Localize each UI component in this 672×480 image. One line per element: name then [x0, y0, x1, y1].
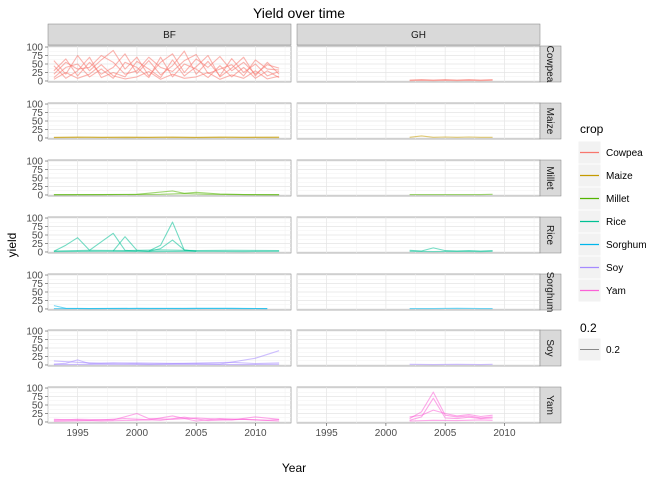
series-line-rice-bf-1 [112, 236, 149, 252]
facet-strip-label-bf: BF [163, 30, 176, 41]
series-line-maize-gh-0 [409, 135, 493, 138]
y-tick-label: 75 [32, 108, 44, 119]
y-tick-label: 50 [32, 287, 44, 298]
y-tick-label: 25 [32, 182, 44, 193]
facet-strip-sorghum [539, 273, 562, 311]
series-line-cowpea-bf-1 [53, 50, 280, 77]
y-tick-label: 0 [37, 76, 43, 87]
facet-strip-bf [47, 23, 292, 46]
series-line-millet-bf-1 [53, 193, 280, 196]
y-tick-label: 100 [26, 156, 43, 167]
y-tick-label: 0 [37, 247, 43, 258]
y-tick-label: 100 [26, 383, 43, 394]
x-tick-label: 2010 [244, 428, 267, 439]
legend-title: crop [580, 122, 604, 136]
facet-strip-maize [539, 102, 562, 140]
y-tick-label: 25 [32, 409, 44, 420]
legend-label-maize: Maize [606, 171, 633, 182]
x-tick-label: 1995 [316, 428, 339, 439]
series-line-rice-gh-0 [409, 247, 493, 252]
y-tick-label: 0 [37, 417, 43, 428]
facet-strip-label-yam: Yam [544, 395, 555, 415]
series-line-cowpea-bf-2 [53, 56, 280, 79]
y-tick-label: 50 [32, 343, 44, 354]
y-tick-label: 100 [26, 42, 43, 53]
y-tick-label: 0 [37, 304, 43, 315]
y-tick-label: 50 [32, 116, 44, 127]
facet-strip-cowpea [539, 45, 562, 83]
y-tick-label: 50 [32, 230, 44, 241]
facet-strip-label-rice: Rice [544, 225, 555, 245]
alpha-legend-label: 0.2 [606, 345, 620, 356]
legend-label-rice: Rice [606, 217, 626, 228]
y-tick-label: 25 [32, 296, 44, 307]
legend-label-sorghum: Sorghum [606, 240, 647, 251]
y-tick-label: 50 [32, 59, 44, 70]
y-tick-label: 75 [32, 279, 44, 290]
y-tick-label: 25 [32, 125, 44, 136]
y-tick-label: 75 [32, 335, 44, 346]
facet-strip-label-maize: Maize [544, 108, 555, 135]
facet-strip-gh [296, 23, 541, 46]
y-tick-label: 75 [32, 51, 44, 62]
x-axis-title: Year [282, 461, 306, 475]
x-tick-label: 2000 [126, 428, 149, 439]
series-line-cowpea-bf-5 [53, 53, 280, 77]
facet-strip-soy [539, 329, 562, 367]
series-line-cowpea-bf-4 [53, 64, 280, 80]
series-line-yam-bf-0 [53, 412, 280, 421]
y-tick-label: 75 [32, 165, 44, 176]
facet-strip-millet [539, 159, 562, 197]
x-tick-label: 2000 [375, 428, 398, 439]
y-axis-title: yield [5, 233, 19, 258]
facet-strip-yam [539, 386, 562, 424]
series-line-yam-gh-3 [409, 419, 493, 422]
y-tick-label: 50 [32, 173, 44, 184]
facet-strip-label-gh: GH [411, 30, 426, 41]
series-line-cowpea-bf-3 [53, 54, 280, 79]
legend-label-soy: Soy [606, 263, 623, 274]
facet-strip-label-millet: Millet [544, 166, 555, 190]
y-tick-label: 50 [32, 400, 44, 411]
x-tick-label: 2005 [434, 428, 457, 439]
y-tick-label: 100 [26, 213, 43, 224]
alpha-legend-title: 0.2 [580, 321, 597, 335]
facet-strip-label-cowpea: Cowpea [544, 46, 555, 83]
x-tick-label: 2010 [493, 428, 516, 439]
x-tick-label: 2005 [185, 428, 208, 439]
y-tick-label: 100 [26, 270, 43, 281]
y-tick-label: 75 [32, 392, 44, 403]
series-line-yam-bf-2 [53, 415, 280, 422]
series-line-rice-bf-4 [53, 249, 280, 252]
facet-strip-rice [539, 216, 562, 254]
legend-label-millet: Millet [606, 194, 630, 205]
series-line-soy-bf-1 [53, 359, 280, 365]
y-tick-label: 100 [26, 99, 43, 110]
series-line-yam-gh-0 [409, 391, 493, 420]
y-tick-label: 0 [37, 133, 43, 144]
y-tick-label: 0 [37, 190, 43, 201]
facet-strip-label-sorghum: Sorghum [544, 272, 555, 313]
series-line-rice-bf-0 [53, 232, 137, 252]
chart-title: Yield over time [253, 5, 345, 21]
y-tick-label: 25 [32, 68, 44, 79]
y-tick-label: 75 [32, 222, 44, 233]
y-tick-label: 100 [26, 326, 43, 337]
series-line-yam-gh-2 [409, 409, 493, 418]
y-tick-label: 25 [32, 239, 44, 250]
series-line-cowpea-bf-0 [53, 49, 280, 77]
x-tick-label: 1995 [67, 428, 90, 439]
y-tick-label: 25 [32, 352, 44, 363]
y-tick-label: 0 [37, 360, 43, 371]
facet-strip-label-soy: Soy [544, 339, 555, 356]
legend-label-yam: Yam [606, 286, 626, 297]
legend-label-cowpea: Cowpea [606, 148, 643, 159]
